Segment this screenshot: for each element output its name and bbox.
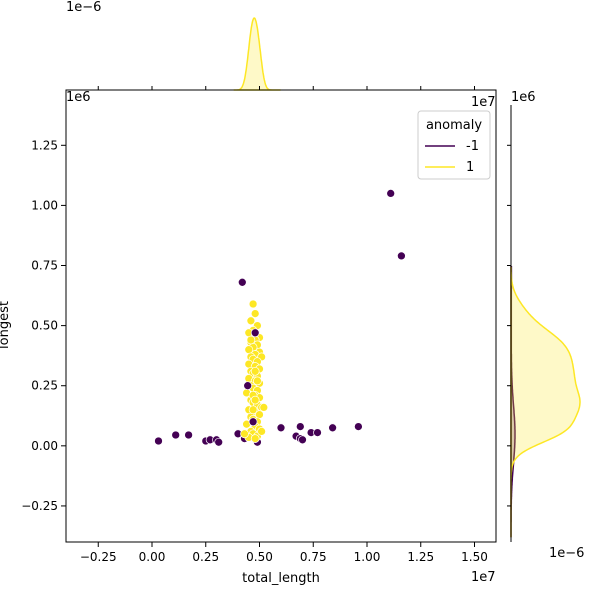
- y-offset-label: 1e6: [66, 90, 91, 105]
- x-offset-label: 1e7: [471, 570, 496, 585]
- right-marginal-density-1: [510, 266, 581, 538]
- point-neg1: [237, 277, 247, 287]
- point-neg1: [397, 251, 406, 261]
- x-tick-label: 1.00: [354, 550, 381, 564]
- right-marginal: 1e−6: [510, 105, 584, 561]
- y-tick-label: 1.25: [31, 138, 58, 152]
- x-axis-ticks: −0.25 0.00 0.25 0.50 0.75 1.00 1.25 1.50: [80, 86, 488, 564]
- top-marginal: 1e−6: [66, 0, 496, 91]
- point-neg1: [250, 328, 260, 338]
- point-1: [259, 403, 269, 412]
- legend-box: [417, 110, 491, 180]
- y-tick-label: 1.00: [31, 198, 58, 212]
- legend-label-neg1: -1: [466, 139, 479, 154]
- point-neg1: [298, 435, 307, 445]
- point-1: [246, 316, 256, 326]
- point-1: [250, 366, 260, 376]
- top-marginal-density-1: [233, 17, 281, 91]
- x-tick-label: 1.25: [407, 550, 434, 564]
- point-neg1: [154, 436, 163, 446]
- legend-label-1: 1: [466, 160, 474, 175]
- y-tick-label: 0.50: [31, 319, 58, 333]
- x-tick-label: −0.25: [80, 550, 117, 564]
- main-axes: −0.25 0.00 0.25 0.50 0.75 1.00 1.25 1.50 −0.25 0…: [0, 86, 536, 586]
- point-1: [253, 376, 262, 386]
- point-neg1: [184, 430, 193, 440]
- point-1: [257, 427, 266, 436]
- point-1: [248, 299, 258, 309]
- x-tick-label: 0.75: [300, 550, 327, 564]
- point-neg1: [313, 428, 322, 437]
- point-neg1: [243, 381, 253, 391]
- point-neg1: [248, 417, 258, 427]
- right-y-offset-label: 1e6: [511, 90, 536, 105]
- top-marginal-offset-label: 1e−6: [66, 0, 101, 15]
- point-neg1: [276, 423, 286, 433]
- point-1: [248, 405, 258, 415]
- legend-title: anomaly: [426, 118, 482, 133]
- x-tick-label: 0.25: [192, 550, 219, 564]
- y-tick-label: 0.75: [31, 259, 58, 273]
- point-neg1: [386, 189, 396, 198]
- x-axis-label: total_length: [242, 571, 320, 586]
- x-tick-label: 0.50: [246, 550, 273, 564]
- x-tick-label: 1.50: [461, 550, 488, 564]
- plot-frame: [65, 89, 497, 543]
- legend: anomaly -1 1: [417, 110, 491, 180]
- point-neg1: [171, 430, 181, 440]
- point-1: [250, 395, 260, 405]
- point-1: [246, 335, 256, 345]
- point-neg1: [354, 422, 363, 431]
- point-1: [250, 309, 260, 318]
- y-axis-label: longest: [0, 301, 12, 349]
- y-axis-ticks: −0.25 0.00 0.25 0.50 0.75 1.00 1.25: [21, 138, 511, 513]
- y-tick-label: 0.00: [31, 439, 58, 453]
- x-offset-label-top: 1e7: [471, 95, 496, 110]
- y-tick-label: 0.25: [31, 379, 58, 393]
- y-tick-label: −0.25: [21, 499, 58, 513]
- point-neg1: [328, 423, 337, 433]
- point-1: [240, 429, 249, 439]
- right-marginal-offset-label: 1e−6: [549, 546, 584, 561]
- scatter-points: [154, 189, 406, 447]
- point-neg1: [295, 422, 305, 431]
- point-neg1: [214, 437, 224, 447]
- point-1: [250, 434, 260, 443]
- x-tick-label: 0.00: [139, 550, 166, 564]
